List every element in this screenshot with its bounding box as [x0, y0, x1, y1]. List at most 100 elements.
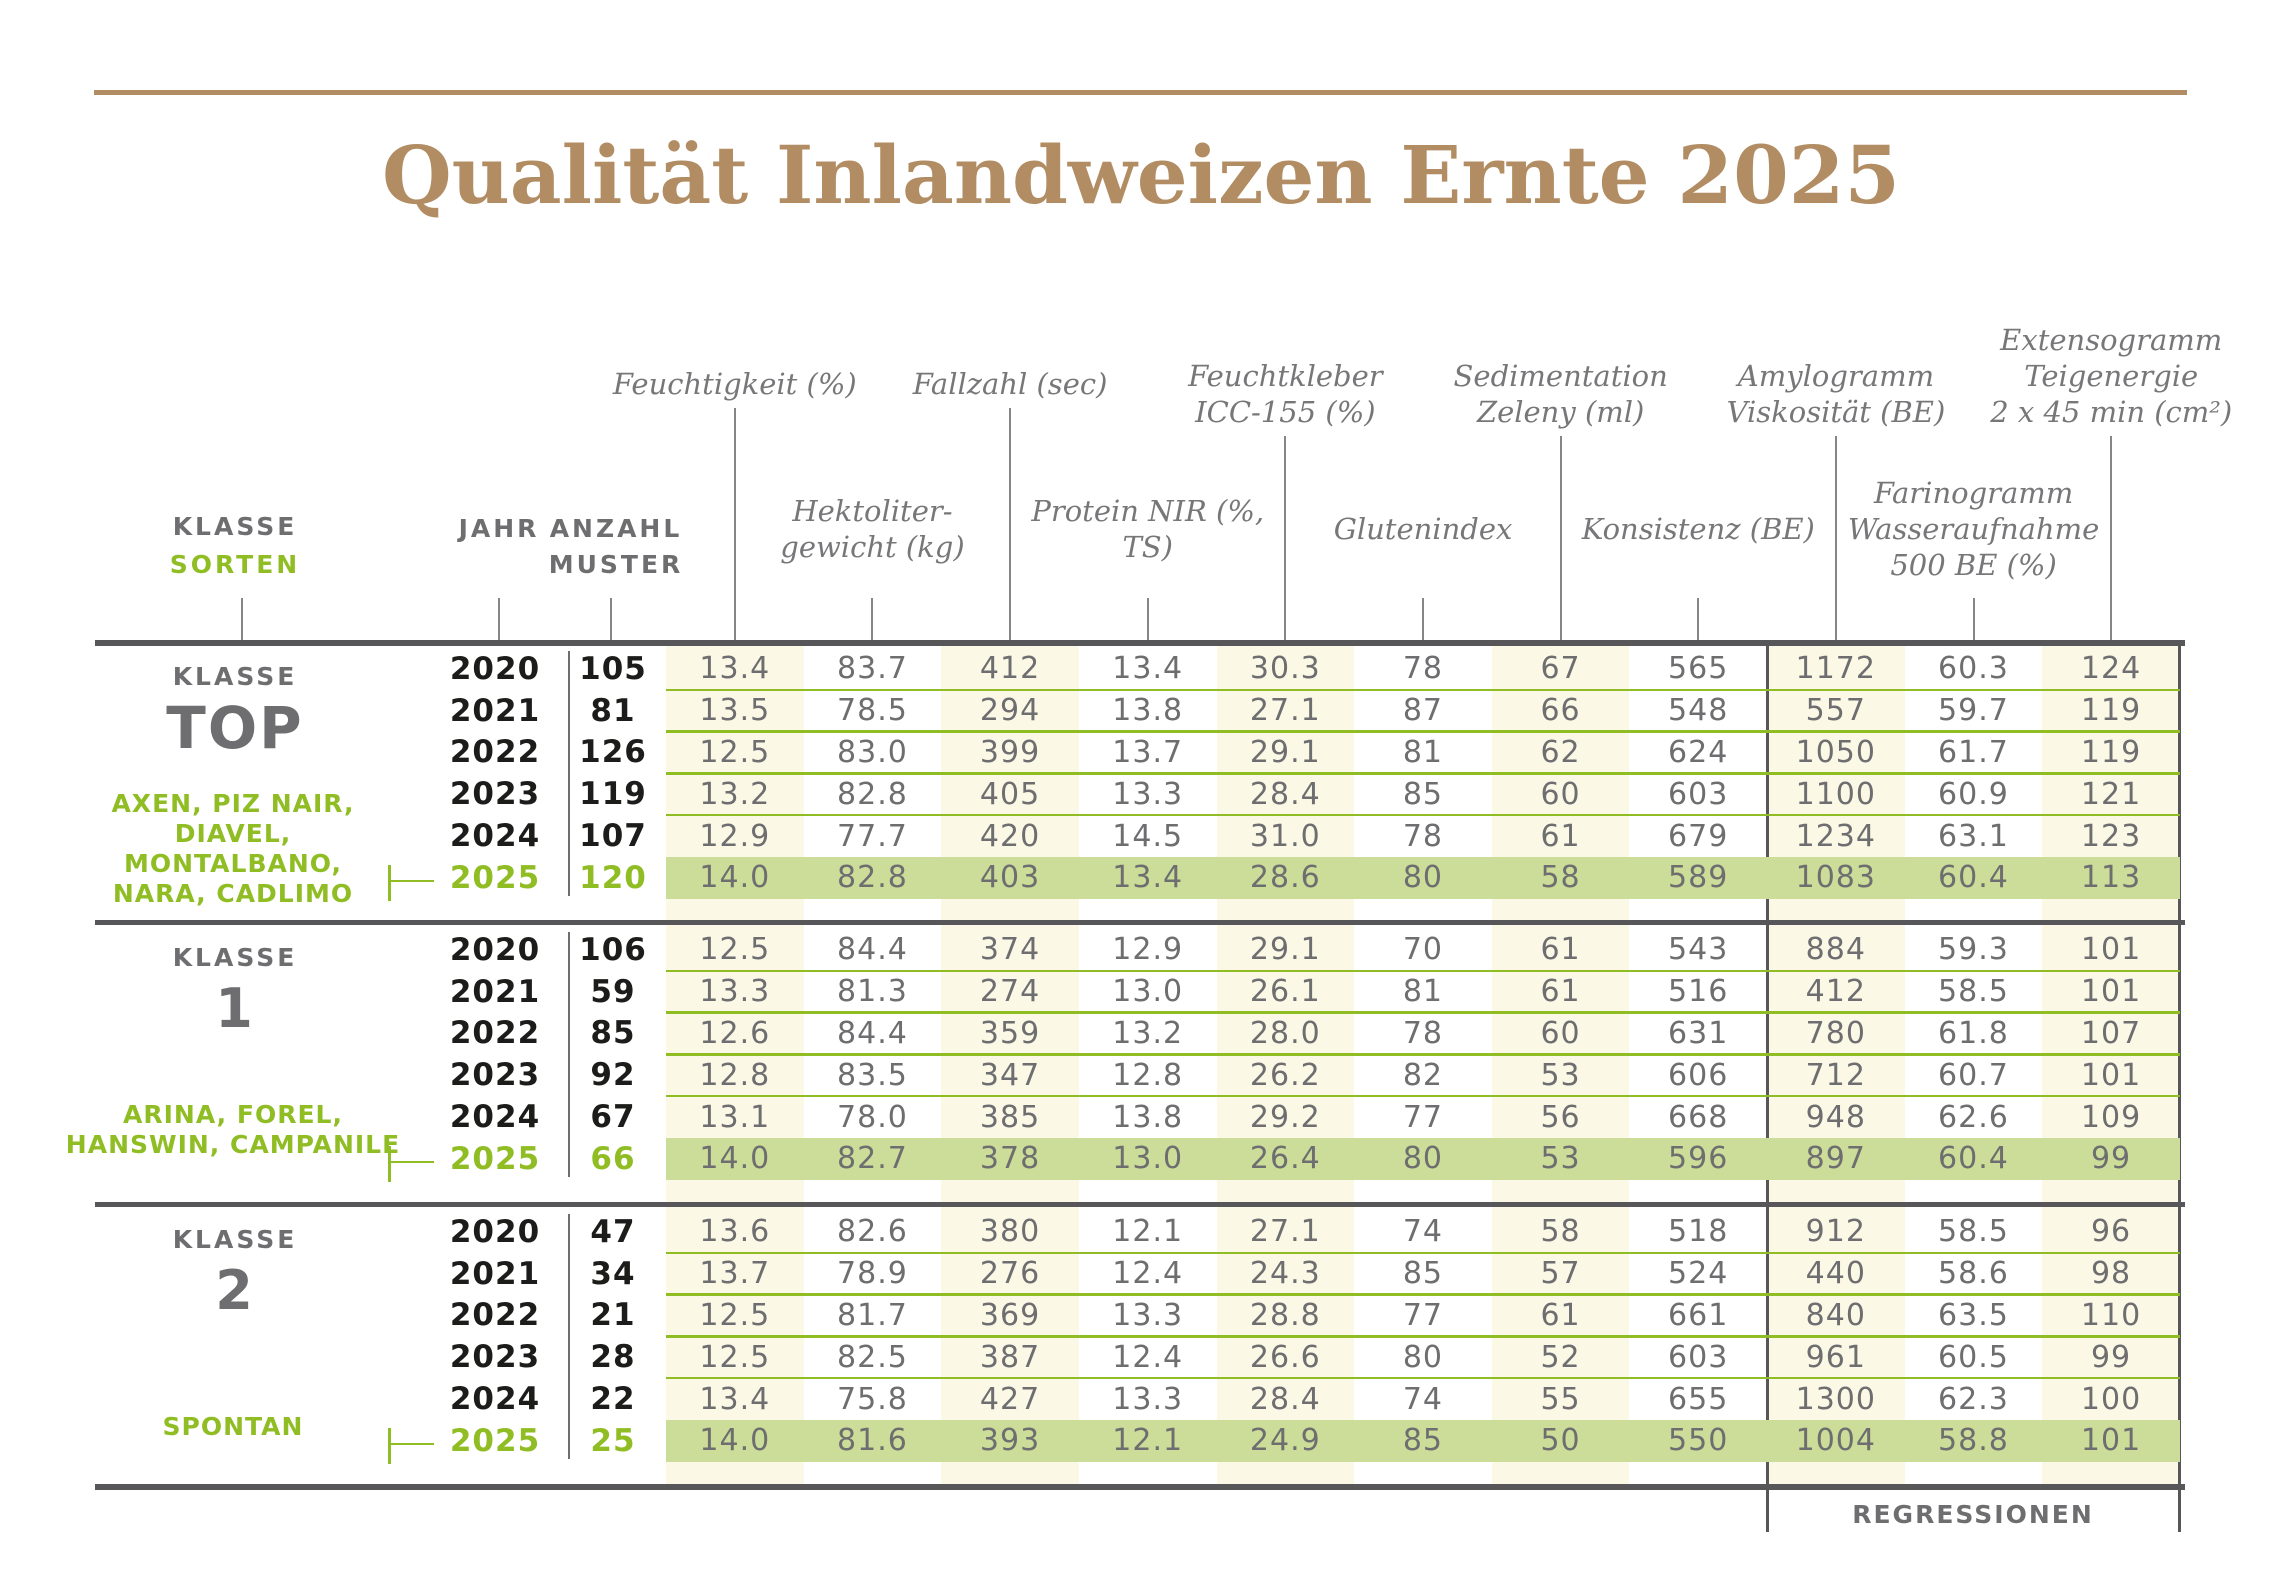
data-cell: 427: [979, 1381, 1041, 1417]
class-name: 2: [215, 1259, 255, 1322]
data-cell: 107: [2080, 1015, 2142, 1051]
data-cell: 1172: [1795, 651, 1876, 687]
klasse-column-header: KLASSE: [172, 512, 298, 541]
data-cell: 83.7: [837, 651, 908, 687]
block-separator: [95, 920, 2185, 925]
table-row: 2025 66 14.0 82.7 378 13.0 26.4 80 53 596 897 60.4 9…: [430, 1138, 2180, 1180]
data-cell: 82.8: [837, 776, 908, 812]
data-cell: 668: [1668, 1099, 1729, 1135]
row-separator: [666, 969, 2181, 973]
data-cell: 13.6: [699, 1214, 771, 1250]
data-cell: 359: [979, 1015, 1041, 1051]
data-cell: 78: [1402, 1015, 1444, 1051]
data-cell: 74: [1402, 1214, 1444, 1250]
data-cell: 78.9: [837, 1256, 908, 1292]
data-cell: 60.7: [1938, 1057, 2009, 1093]
data-cell: 119: [2080, 693, 2142, 729]
data-cell: 87: [1402, 693, 1444, 729]
data-cell: 85: [1402, 1256, 1444, 1292]
data-cell: 518: [1668, 1214, 1729, 1250]
data-cell: 60.5: [1938, 1339, 2009, 1375]
data-cell: 557: [1805, 693, 1866, 729]
header-tick-line: [241, 598, 243, 646]
data-cell: 412: [1805, 974, 1866, 1010]
data-cell: 12.9: [1112, 932, 1184, 968]
data-cell: 50: [1540, 1423, 1581, 1459]
varieties-label: SPONTAN: [162, 1411, 304, 1441]
data-cell: 524: [1668, 1256, 1729, 1292]
header-leader-line: [1009, 408, 1012, 646]
header-leader-line: [1284, 436, 1287, 646]
data-cell: 12.5: [699, 932, 771, 968]
table-row: 2024 67 13.1 78.0 385 13.8 29.2 77 56 668 948 62.6 1…: [430, 1096, 2180, 1138]
data-cell: 13.0: [1112, 974, 1184, 1010]
data-cell: 12.5: [699, 1297, 771, 1333]
data-cell: 565: [1668, 651, 1729, 687]
data-cell: 96: [2090, 1214, 2132, 1250]
data-cell: 78.5: [837, 693, 908, 729]
anzahl-cell: 21: [590, 1297, 636, 1334]
column-stripe: [2042, 646, 2181, 1484]
data-cell: 61: [1540, 1297, 1581, 1333]
title-rule: [94, 90, 2187, 95]
data-cell: 897: [1805, 1141, 1866, 1177]
data-cell: 78.0: [837, 1099, 908, 1135]
data-cell: 405: [979, 776, 1041, 812]
data-cell: 1083: [1795, 860, 1876, 896]
data-cell: 378: [979, 1141, 1041, 1177]
data-cell: 12.4: [1112, 1339, 1184, 1375]
data-cell: 884: [1805, 932, 1866, 968]
regressionen-box-line: [1766, 646, 1770, 1532]
header-leader-line: [1834, 436, 1837, 646]
header-leader-line: [1559, 436, 1562, 646]
data-cell: 912: [1805, 1214, 1866, 1250]
data-cell: 13.8: [1112, 693, 1184, 729]
data-cell: 70: [1402, 932, 1444, 968]
data-cell: 26.1: [1249, 974, 1321, 1010]
column-stripe: [666, 646, 804, 1484]
row-separator: [666, 1251, 2181, 1255]
data-cell: 13.3: [1112, 1297, 1184, 1333]
data-cell: 85: [1402, 1423, 1444, 1459]
data-cell: 596: [1668, 1141, 1729, 1177]
data-cell: 28.6: [1249, 860, 1321, 896]
anzahl-cell: 119: [579, 776, 647, 813]
year-cell: 2025: [449, 859, 541, 896]
data-cell: 14.0: [699, 1423, 771, 1459]
table-row: 2025 120 14.0 82.8 403 13.4 28.6 80 58 589 1083 60.…: [430, 857, 2180, 899]
anzahl-cell: 34: [590, 1255, 636, 1292]
row-separator: [666, 1094, 2181, 1098]
table-row: 2024 22 13.4 75.8 427 13.3 28.4 74 55 655 1300 62.3…: [430, 1378, 2180, 1420]
data-cell: 98: [2090, 1256, 2132, 1292]
anzahl-cell: 47: [590, 1213, 636, 1250]
data-cell: 82: [1402, 1057, 1444, 1093]
header-leader-line: [2110, 436, 2113, 646]
data-cell: 26.4: [1249, 1141, 1321, 1177]
year-cell: 2021: [449, 692, 541, 729]
table-row: 2022 85 12.6 84.4 359 13.2 28.0 78 60 631 780 61.8 1…: [430, 1013, 2180, 1055]
data-cell: 12.1: [1112, 1423, 1184, 1459]
data-cell: 58.6: [1938, 1256, 2009, 1292]
table-row: 2022 21 12.5 81.7 369 13.3 28.8 77 61 661 840 63.5 1…: [430, 1295, 2180, 1337]
jahr-anzahl-divider: [568, 1214, 570, 1459]
table-row: 2023 28 12.5 82.5 387 12.4 26.6 80 52 603 961 60.5 9…: [430, 1336, 2180, 1378]
table-bottom-border: [95, 1484, 2185, 1490]
data-cell: 29.2: [1249, 1099, 1321, 1135]
table-row: 2020 47 13.6 82.6 380 12.1 27.1 74 58 518 912 58.5 9…: [430, 1211, 2180, 1253]
data-cell: 603: [1668, 776, 1729, 812]
year-cell: 2023: [449, 1339, 541, 1376]
data-cell: 380: [979, 1214, 1041, 1250]
data-cell: 55: [1540, 1381, 1581, 1417]
data-cell: 548: [1668, 693, 1729, 729]
data-cell: 119: [2080, 734, 2142, 770]
data-cell: 1234: [1795, 818, 1876, 854]
data-cell: 77: [1402, 1099, 1444, 1135]
data-cell: 66: [1540, 693, 1581, 729]
data-cell: 369: [979, 1297, 1041, 1333]
row-separator: [666, 813, 2181, 817]
anzahl-cell: 105: [579, 650, 647, 687]
data-cell: 61.7: [1938, 734, 2009, 770]
data-cell: 59.3: [1938, 932, 2009, 968]
data-cell: 82.8: [837, 860, 908, 896]
data-cell: 67: [1540, 651, 1581, 687]
